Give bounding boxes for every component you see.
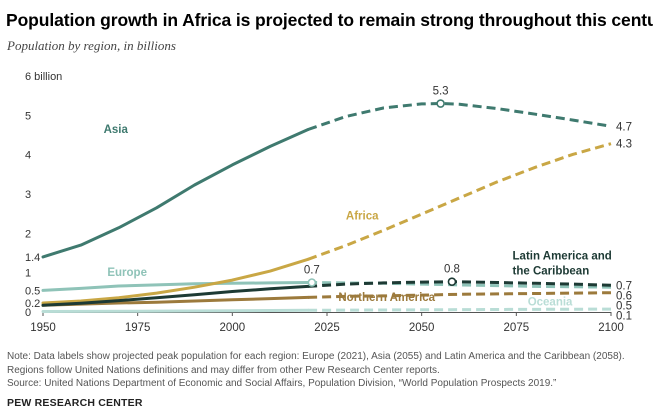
peak-label-europe: 0.7 (304, 265, 320, 277)
x-tick-label: 1975 (125, 322, 151, 334)
series-line-africa-projected (307, 142, 612, 261)
series-name-oceania: Oceania (528, 297, 573, 309)
series-line-asia-historic (41, 128, 310, 259)
end-label-latin-america-and-the-caribbean: 0.7 (616, 280, 632, 292)
series-line-oceania-historic (41, 308, 310, 313)
peak-marker-europe (307, 278, 317, 287)
y-tick-label: 0 (25, 307, 31, 319)
series-line-europe-projected (308, 281, 612, 289)
population-line-chart: 0 1 2 3 4 5 6 billion 1950 1975 2000 2025 2050 2075 2… (25, 71, 632, 334)
series-name-latin-america-and-the-caribbean: Latin America and the Caribbean (513, 251, 612, 278)
series-line-northern-america-projected (308, 291, 612, 299)
peak-marker-asia (436, 99, 445, 108)
series-name-asia: Asia (104, 124, 129, 136)
x-tick-label: 2100 (598, 322, 624, 334)
start-value-label: 0.2 (25, 298, 40, 310)
series-line-europe-historic (41, 281, 310, 292)
source-line: Source: United Nations Department of Eco… (7, 378, 557, 389)
peak-marker-latin-america-and-the-caribbean (447, 277, 457, 287)
x-tick-label: 2075 (504, 322, 530, 334)
end-label-asia: 4.7 (616, 121, 632, 133)
chart-notes: Note: Data labels show projected peak po… (7, 350, 652, 391)
series-line-oceania-projected (308, 307, 612, 312)
chart-subtitle: Population by region, in billions (7, 38, 176, 53)
peak-label-latin-america-and-the-caribbean: 0.8 (444, 264, 460, 276)
y-tick-label: 2 (25, 228, 31, 240)
x-tick-label: 1950 (30, 322, 56, 334)
start-value-label: 0.5 (25, 286, 40, 298)
start-value-label: 1.4 (25, 252, 40, 264)
end-label-europe: 0.6 (616, 290, 632, 302)
end-label-africa: 4.3 (616, 139, 632, 151)
x-tick-label: 2050 (409, 322, 435, 334)
series-name-europe: Europe (107, 267, 147, 279)
chart-title: Population growth in Africa is projected… (6, 10, 653, 30)
note-line-1: Note: Data labels show projected peak po… (7, 351, 625, 362)
y-tick-label: 5 (25, 110, 31, 122)
y-tick-label: 1 (25, 268, 31, 280)
y-tick-label: 4 (25, 150, 31, 162)
series-line-africa-historic (41, 257, 310, 305)
pew-logo: PEW RESEARCH CENTER (7, 397, 143, 409)
series-line-asia-projected (307, 102, 612, 131)
y-tick-label: 6 billion (25, 71, 62, 83)
x-tick-label: 2025 (314, 322, 340, 334)
peak-label-asia: 5.3 (433, 86, 449, 98)
end-label-oceania: 0.1 (616, 310, 632, 322)
note-line-2: Regions follow United Nations definition… (7, 364, 440, 376)
y-tick-label: 3 (25, 189, 31, 201)
x-tick-label: 2000 (220, 322, 246, 334)
series-name-africa: Africa (346, 211, 379, 223)
series-name-northern-america: Northern America (338, 292, 435, 304)
end-label-northern-america: 0.5 (616, 300, 632, 312)
series-line-latin-america-and-the-caribbean-historic (41, 284, 310, 307)
